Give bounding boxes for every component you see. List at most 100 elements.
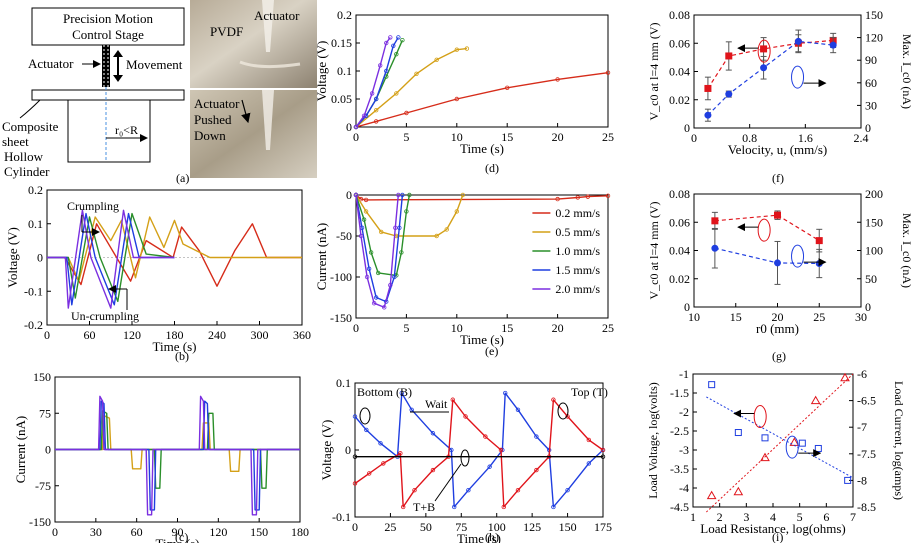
x-tick-label-b: 180	[166, 328, 184, 342]
series-point-h-2	[352, 454, 358, 459]
y-right-axis-label-g: Max. I_c0 (nA)	[900, 213, 914, 288]
y-tick-label-e: -100	[330, 270, 352, 284]
data-point-i-1	[761, 434, 769, 442]
y-tick-label-g: 0.04	[669, 244, 690, 258]
plot-frame-e	[355, 194, 609, 319]
y-right-tick-label-g: 0	[865, 300, 871, 314]
series-point-h-0	[487, 464, 492, 469]
data-point-f-1	[829, 41, 837, 49]
y-tick-label-i: -1.5	[670, 386, 689, 400]
series-point-h-0	[452, 504, 457, 510]
y-tick-label-f: 0.08	[669, 8, 690, 22]
y-tick-label-f: 0	[684, 121, 690, 135]
data-point-f-1	[704, 111, 712, 119]
data-point-f-0	[704, 84, 712, 92]
composite-label-line2: sheet	[2, 134, 29, 149]
hollow-cylinder	[67, 100, 151, 163]
annotation-uncrumpling: Un-crumpling	[71, 309, 139, 323]
y-tick-label-h: -0.1	[332, 510, 351, 524]
axis-indicator-right-g	[791, 244, 805, 268]
series-point-d-1	[434, 57, 439, 62]
motion-stage-box	[31, 7, 185, 46]
y-tick-label-i: -2.5	[670, 424, 689, 438]
legend-label-2: 1.0 mm/s	[555, 244, 600, 258]
actuator-rod	[102, 45, 110, 87]
series-line-d-4	[355, 36, 391, 128]
x-axis-label-b: Time (s)	[153, 339, 197, 354]
y-tick-label-d: 0.2	[337, 8, 352, 22]
data-point-i-0	[706, 490, 717, 500]
y-tick-label-i: -2	[679, 405, 689, 419]
y-right-tick-label-g: 150	[865, 215, 883, 229]
series-point-h-0	[430, 431, 436, 436]
series-point-h-0	[586, 461, 592, 466]
series-line-d-1	[355, 47, 467, 128]
x-tick-label-h: 50	[420, 520, 432, 534]
x-tick-label-f: 2.4	[854, 131, 869, 145]
series-point-h-1	[398, 451, 403, 456]
series-point-h-1	[463, 414, 468, 419]
series-point-h-1	[366, 471, 372, 476]
y-right-axis-label-i: Load Current, log(amps)	[892, 381, 906, 500]
legend-label-4: 2.0 mm/s	[555, 282, 600, 296]
series-point-e-2	[399, 250, 404, 255]
annotation-bottom: Bottom (B)	[357, 385, 412, 399]
y-tick-label-g: 0	[684, 300, 690, 314]
x-tick-label-c: 0	[52, 525, 58, 539]
series-point-d-1	[394, 91, 399, 96]
y-tick-label-c: -75	[35, 479, 51, 493]
series-point-e-1	[434, 233, 439, 239]
x-tick-label-f: 0.8	[742, 131, 757, 145]
series-point-d-3	[384, 68, 389, 74]
x-tick-label-b: 300	[251, 328, 269, 342]
chart-c: 0 30 60 90 120 150 180 -150 -75 0 75 150 Time (s) Cur…	[13, 370, 309, 543]
photo-bottom-label-3: Down	[194, 128, 226, 143]
panel-label-d: (d)	[485, 161, 499, 175]
series-point-h-1	[483, 434, 488, 439]
series-line-d-0	[355, 72, 609, 128]
series-point-e-2	[375, 270, 381, 276]
y-axis-label-e: Current (nA)	[314, 223, 329, 291]
series-line-b-4	[47, 209, 175, 309]
x-axis-label-f: Velocity, u, (mm/s)	[728, 142, 828, 157]
x-tick-label-i: 5	[797, 510, 803, 524]
data-point-f-1	[794, 37, 802, 45]
x-tick-label-c: 180	[291, 525, 309, 539]
data-point-i-1	[708, 381, 716, 389]
y-tick-label-b: 0	[37, 251, 43, 265]
series-point-h-1	[586, 437, 592, 443]
y-tick-label-e: 0	[346, 188, 352, 202]
composite-sheet	[31, 89, 185, 101]
stage-label-line1: Precision Motion	[63, 11, 153, 26]
y-right-axis-label-f: Max. I_c0 (nA)	[900, 34, 914, 109]
series-point-d-1	[373, 107, 379, 113]
series-point-e-4	[396, 192, 401, 198]
y-tick-label-f: 0.06	[669, 36, 690, 50]
y-right-tick-label-i: -8.5	[857, 500, 876, 514]
y-tick-label-c: 0	[45, 443, 51, 457]
series-point-h-1	[412, 488, 417, 493]
x-tick-label-e: 20	[552, 321, 564, 335]
y-tick-label-h: 0	[345, 443, 351, 457]
series-point-d-3	[396, 35, 401, 40]
data-point-i-1	[798, 439, 806, 447]
series-point-d-2	[394, 52, 399, 57]
axis-indicator-left-i	[753, 405, 767, 429]
series-point-d-2	[400, 38, 405, 43]
x-tick-label-f: 0	[691, 131, 697, 145]
series-point-d-4	[377, 63, 383, 68]
series-point-d-0	[605, 70, 611, 75]
series-point-e-2	[361, 217, 367, 222]
x-tick-label-f: 1.6	[798, 131, 813, 145]
series-point-d-1	[414, 71, 419, 76]
data-point-g-0	[815, 237, 823, 245]
photo-actuator-top	[190, 0, 317, 88]
photo-bottom-label-1: Actuator	[194, 96, 240, 111]
annotation-top: Top (T)	[571, 385, 608, 399]
series-point-h-0	[551, 504, 556, 510]
annotation-top-ellipse	[557, 402, 569, 420]
series-point-e-3	[397, 225, 402, 230]
y-right-tick-label-i: -6	[857, 367, 867, 381]
